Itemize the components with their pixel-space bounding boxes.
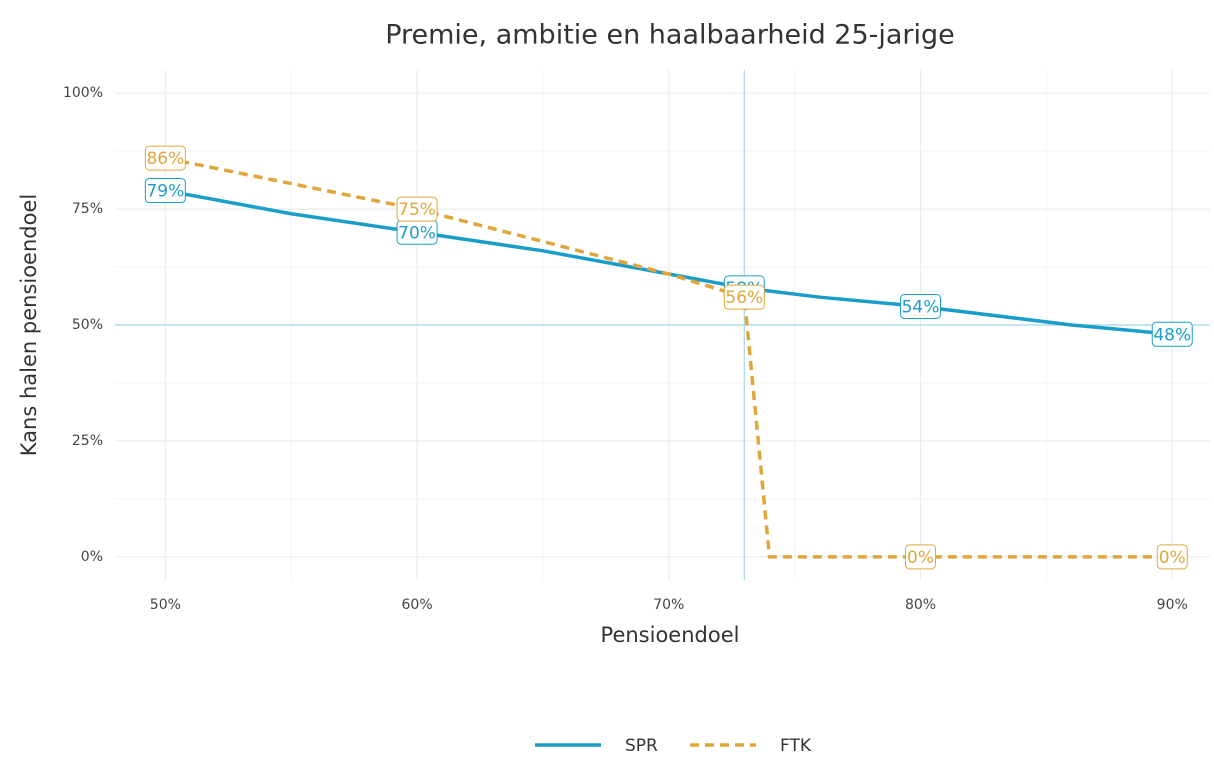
data-label-text: 0% — [1159, 548, 1186, 568]
data-label: 70% — [396, 219, 438, 245]
data-label-box — [900, 293, 942, 319]
data-label: 48% — [1151, 321, 1193, 347]
y-tick-label: 100% — [63, 85, 103, 101]
data-label-box — [144, 145, 186, 171]
data-label-text: 54% — [902, 297, 940, 317]
data-label-box — [723, 284, 765, 310]
x-tick-label: 50% — [150, 597, 181, 613]
legend-label: FTK — [780, 736, 812, 756]
y-tick-label: 50% — [72, 317, 103, 333]
data-label: 86% — [144, 145, 186, 171]
data-label-text: 48% — [1153, 325, 1191, 345]
y-tick-label: 0% — [81, 549, 103, 565]
data-label-text: 75% — [398, 200, 436, 220]
data-label-text: 70% — [398, 223, 436, 243]
data-label: 54% — [900, 293, 942, 319]
data-label-box — [905, 544, 937, 570]
data-label-text: 56% — [725, 288, 763, 308]
data-label: 0% — [1156, 544, 1188, 570]
x-axis-title: Pensioendoel — [601, 623, 740, 647]
y-tick-label: 25% — [72, 433, 103, 449]
y-axis-title: Kans halen pensioendoel — [17, 194, 41, 456]
line-series — [165, 188, 1173, 337]
x-tick-label: 80% — [905, 597, 936, 613]
data-label-box — [1151, 321, 1193, 347]
chart-title: Premie, ambitie en haalbaarheid 25-jarig… — [385, 20, 955, 51]
data-label-box — [144, 178, 186, 204]
x-tick-label: 60% — [402, 597, 433, 613]
data-label-text: 86% — [146, 149, 184, 169]
data-label-text: 79% — [146, 182, 184, 202]
data-label: 79% — [144, 178, 186, 204]
y-tick-label: 75% — [72, 201, 103, 217]
legend-label: SPR — [625, 736, 658, 756]
data-label: 56% — [723, 284, 765, 310]
data-label: 0% — [905, 544, 937, 570]
data-label-box — [396, 196, 438, 222]
data-label: 75% — [396, 196, 438, 222]
data-label-text: 0% — [907, 548, 934, 568]
x-tick-label: 90% — [1157, 597, 1188, 613]
x-tick-label: 70% — [653, 597, 684, 613]
data-label-box — [1156, 544, 1188, 570]
